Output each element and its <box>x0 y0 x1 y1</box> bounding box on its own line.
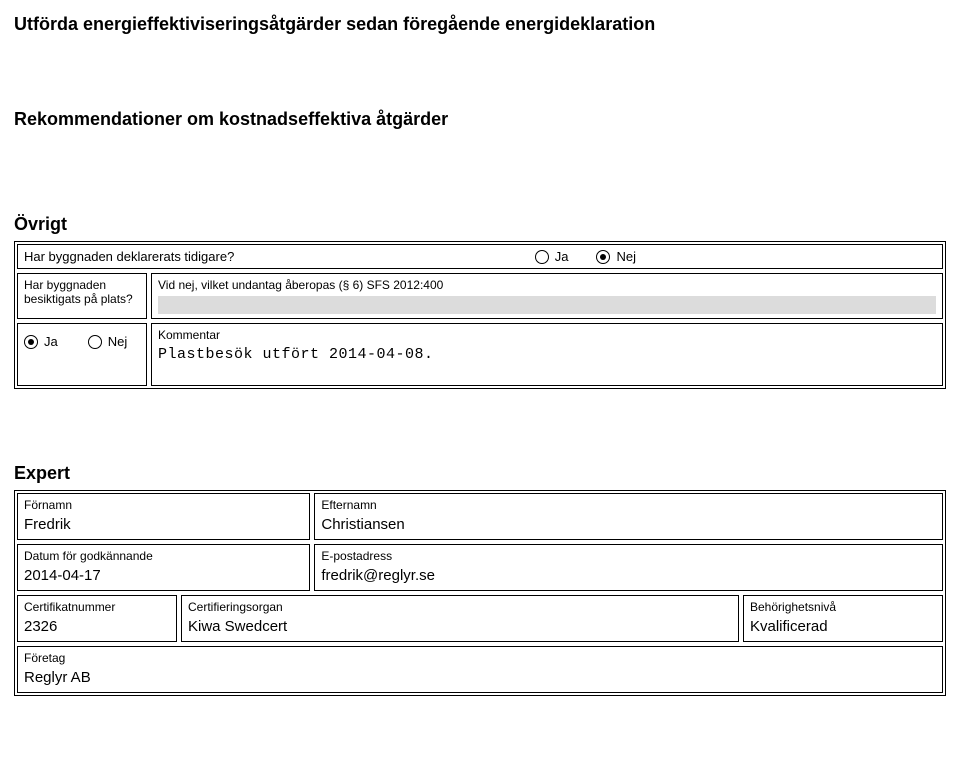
declared-radio-group: Ja Nej <box>535 249 636 264</box>
expert-box: Förnamn Fredrik Efternamn Christiansen D… <box>14 490 946 696</box>
beh-value: Kvalificerad <box>750 618 936 635</box>
foretag-cell: Företag Reglyr AB <box>17 646 943 693</box>
kommentar-label: Kommentar <box>158 328 936 342</box>
org-value: Kiwa Swedcert <box>188 618 732 635</box>
declared-row: Har byggnaden deklarerats tidigare? Ja N… <box>17 244 943 269</box>
declared-nej-label: Nej <box>616 249 636 264</box>
besiktigats-ja-label: Ja <box>44 334 58 349</box>
datum-label: Datum för godkännande <box>24 549 303 563</box>
besiktigats-radio-cell: Ja Nej <box>17 323 147 386</box>
undantag-cell: Vid nej, vilket undantag åberopas (§ 6) … <box>151 273 943 319</box>
foretag-label: Företag <box>24 651 936 665</box>
declared-ja-label: Ja <box>555 249 569 264</box>
datum-cell: Datum för godkännande 2014-04-17 <box>17 544 310 591</box>
cert-value: 2326 <box>24 618 170 635</box>
foretag-value: Reglyr AB <box>24 669 936 686</box>
epost-value: fredrik@reglyr.se <box>321 567 936 584</box>
fornamn-value: Fredrik <box>24 516 303 533</box>
heading-ovrigt: Övrigt <box>14 214 946 235</box>
beh-cell: Behörighetsnivå Kvalificerad <box>743 595 943 642</box>
besiktigats-nej-label: Nej <box>108 334 128 349</box>
org-label: Certifieringsorgan <box>188 600 732 614</box>
declared-nej-radio[interactable] <box>596 250 610 264</box>
datum-value: 2014-04-17 <box>24 567 303 584</box>
undantag-label: Vid nej, vilket undantag åberopas (§ 6) … <box>158 278 936 292</box>
efternamn-label: Efternamn <box>321 498 936 512</box>
ovrigt-box: Har byggnaden deklarerats tidigare? Ja N… <box>14 241 946 389</box>
efternamn-value: Christiansen <box>321 516 936 533</box>
epost-cell: E-postadress fredrik@reglyr.se <box>314 544 943 591</box>
kommentar-value: Plastbesök utfört 2014-04-08. <box>158 346 936 363</box>
fornamn-cell: Förnamn Fredrik <box>17 493 310 540</box>
cert-cell: Certifikatnummer 2326 <box>17 595 177 642</box>
heading-rekommendationer: Rekommendationer om kostnadseffektiva åt… <box>14 109 946 130</box>
heading-expert: Expert <box>14 463 946 484</box>
besiktigats-nej-radio[interactable] <box>88 335 102 349</box>
cert-label: Certifikatnummer <box>24 600 170 614</box>
besiktigats-label: Har byggnaden besiktigats på plats? <box>17 273 147 319</box>
declared-ja-radio[interactable] <box>535 250 549 264</box>
declared-label: Har byggnaden deklarerats tidigare? <box>24 249 234 264</box>
kommentar-cell: Kommentar Plastbesök utfört 2014-04-08. <box>151 323 943 386</box>
org-cell: Certifieringsorgan Kiwa Swedcert <box>181 595 739 642</box>
heading-utforda: Utförda energieffektiviseringsåtgärder s… <box>14 14 946 35</box>
efternamn-cell: Efternamn Christiansen <box>314 493 943 540</box>
fornamn-label: Förnamn <box>24 498 303 512</box>
beh-label: Behörighetsnivå <box>750 600 936 614</box>
besiktigats-ja-radio[interactable] <box>24 335 38 349</box>
undantag-value <box>158 296 936 314</box>
epost-label: E-postadress <box>321 549 936 563</box>
